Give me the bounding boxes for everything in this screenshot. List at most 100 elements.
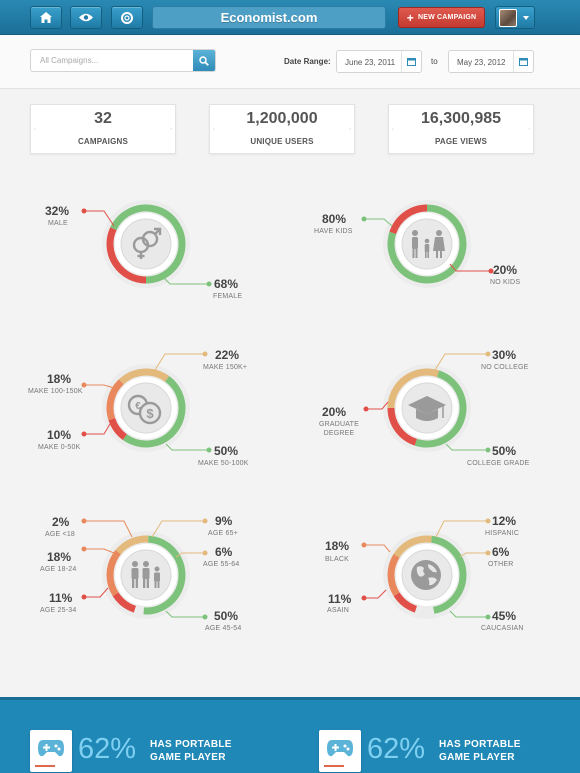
male-pct: 32% <box>45 204 70 218</box>
coins-icon: $ € <box>127 394 162 425</box>
income-0k-pct: 10% <box>47 428 72 442</box>
help-button[interactable] <box>111 6 143 29</box>
graduation-cap-icon <box>408 396 446 421</box>
age-55-64-label: AGE 55-64 <box>203 561 240 568</box>
donut-segment-make100 <box>106 379 124 421</box>
black-label: BLACK <box>325 556 349 563</box>
donut-segment-hispanic <box>393 536 420 558</box>
gamepad-icon <box>327 740 353 757</box>
search-input[interactable] <box>31 50 191 71</box>
lifebuoy-icon <box>121 11 133 24</box>
site-title: Economist.com <box>152 6 386 29</box>
age-55-64-pct: 6% <box>215 545 233 559</box>
age-25-34-label: AGE 25-34 <box>40 607 77 614</box>
game-player-label: HAS PORTABLE GAME PLAYER <box>150 738 232 764</box>
game-player-pct: 62% <box>367 733 426 765</box>
age-65-label: AGE 65+ <box>208 530 239 537</box>
age-25-34-pct: 11% <box>49 591 73 605</box>
donut-segment-other <box>417 535 432 544</box>
game-player-pct: 62% <box>78 733 137 765</box>
no-kids-label: NO KIDS <box>490 279 521 286</box>
female-pct: 68% <box>214 277 239 291</box>
avatar <box>499 9 517 27</box>
svg-text:€: € <box>135 401 141 412</box>
new-campaign-button[interactable]: + NEW CAMPAIGN <box>398 7 485 28</box>
income-50k-pct: 50% <box>214 444 239 458</box>
game-player-line2: GAME PLAYER <box>150 752 226 763</box>
black-pct: 18% <box>325 539 350 553</box>
calendar-icon[interactable] <box>513 51 533 72</box>
income-100k-label: MAKE 100-150K <box>28 388 83 395</box>
graduate-label-line2: DEGREE <box>323 430 355 437</box>
age-45-54-label: AGE 45-54 <box>205 625 242 632</box>
age-45-54-pct: 50% <box>214 609 239 623</box>
game-player-label: HAS PORTABLE GAME PLAYER <box>439 738 521 764</box>
graduate-pct: 20% <box>322 405 347 419</box>
donut-segment-caucasian <box>430 535 467 614</box>
eye-icon <box>79 13 93 22</box>
home-icon <box>40 12 52 23</box>
game-player-line1: HAS PORTABLE <box>150 739 232 750</box>
female-label: FEMALE <box>213 293 243 300</box>
gamepad-icon <box>38 740 64 757</box>
asian-label: ASAIN <box>327 607 350 614</box>
stat-card-campaigns: 32 CAMPAIGNS ‘ ’ <box>30 104 176 154</box>
game-player-line2: GAME PLAYER <box>439 752 515 763</box>
age-under18-pct: 2% <box>52 515 70 529</box>
game-stat-bar <box>35 765 55 767</box>
people-icon <box>131 561 160 588</box>
date-to-field[interactable]: May 23, 2012 <box>448 50 534 73</box>
game-stat-bar <box>324 765 344 767</box>
quote-mark-icon: ‘ <box>392 127 394 136</box>
bottom-band <box>0 697 580 773</box>
date-to-value: May 23, 2012 <box>457 58 506 67</box>
quote-mark-icon: ’ <box>170 127 172 136</box>
hispanic-label: HISPANIC <box>485 530 520 537</box>
stat-label: CAMPAIGNS <box>77 137 129 146</box>
to-label: to <box>431 57 438 66</box>
family-icon <box>412 230 445 258</box>
user-menu[interactable] <box>495 6 535 29</box>
hispanic-pct: 12% <box>492 514 517 528</box>
game-stat-icon-box <box>319 730 361 772</box>
other-pct: 6% <box>492 545 510 559</box>
date-from-value: June 23, 2011 <box>345 58 396 67</box>
donut-segment-a18 <box>112 549 121 558</box>
home-button[interactable] <box>30 6 62 29</box>
top-bar: Economist.com + NEW CAMPAIGN <box>0 0 580 35</box>
plus-icon: + <box>406 10 414 25</box>
donut-segment-a45_54 <box>143 535 186 615</box>
donut-segment-black <box>387 553 400 597</box>
income-150k-label: MAKE 150K+ <box>203 364 248 371</box>
graduate-label: GRADUATE DEGREE <box>316 420 362 438</box>
age-under18-label: AGE <18 <box>45 531 76 538</box>
donut-segment-asian <box>393 592 418 613</box>
globe-icon <box>411 560 441 590</box>
stat-value: 32 <box>94 110 112 127</box>
new-campaign-label: NEW CAMPAIGN <box>417 14 477 21</box>
search-icon <box>199 55 209 66</box>
donut-segment-graduate <box>387 407 418 446</box>
donut-segment-have <box>387 204 467 284</box>
income-0k-label: MAKE 0-50K <box>38 444 81 451</box>
no-kids-pct: 20% <box>493 263 518 277</box>
donut-segment-a65 <box>115 537 137 555</box>
college-pct: 50% <box>492 444 517 458</box>
donut-segment-nocollege <box>387 368 440 409</box>
quote-mark-icon: ‘ <box>213 127 215 136</box>
svg-text:$: $ <box>146 406 154 421</box>
date-from-field[interactable]: June 23, 2011 <box>336 50 422 73</box>
income-100k-pct: 18% <box>47 372 72 386</box>
quote-mark-icon: ’ <box>528 127 530 136</box>
age-18-24-pct: 18% <box>47 550 72 564</box>
search-button[interactable] <box>193 50 215 71</box>
donut-segment-a55_64 <box>133 535 149 545</box>
view-button[interactable] <box>70 6 102 29</box>
donut-segment-no <box>389 204 428 235</box>
calendar-icon[interactable] <box>401 51 421 72</box>
date-range-label: Date Range: <box>284 57 331 66</box>
donut-segment-make50 <box>122 376 186 448</box>
donut-segment-make0 <box>108 417 128 440</box>
no-college-pct: 30% <box>492 348 517 362</box>
have-kids-pct: 80% <box>322 212 347 226</box>
